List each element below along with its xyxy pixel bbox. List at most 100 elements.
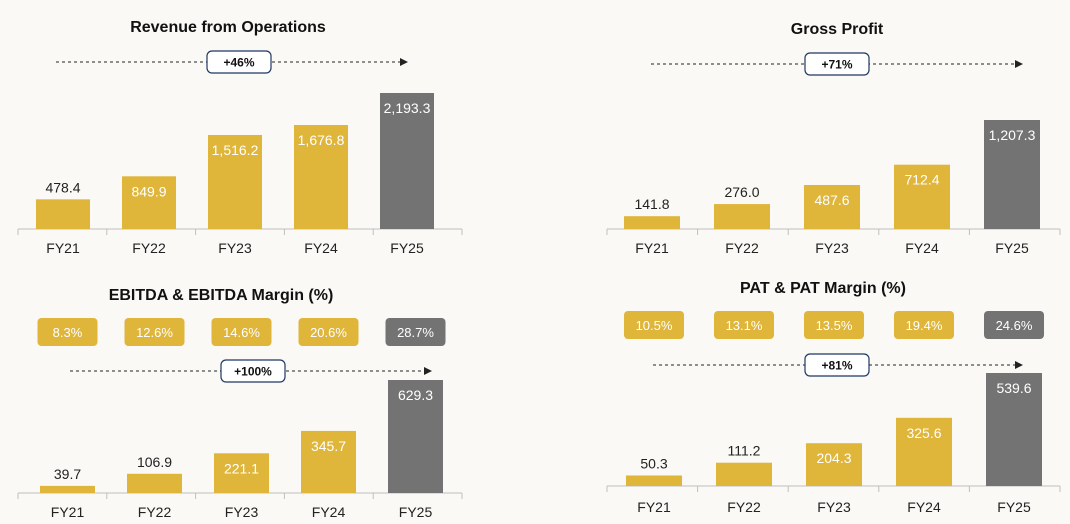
margin-label: 12.6% bbox=[136, 325, 173, 340]
data-label: 325.6 bbox=[906, 425, 941, 441]
category-label: FY21 bbox=[635, 240, 669, 256]
margin-label: 24.6% bbox=[996, 318, 1033, 333]
category-label: FY23 bbox=[225, 504, 259, 520]
category-label: FY24 bbox=[907, 499, 941, 515]
pat-chart-panel: PAT & PAT Margin (%) 10.5% 13.1% 13.5% 19.4%… bbox=[535, 262, 1070, 524]
arrow-head-icon bbox=[1015, 361, 1023, 369]
data-label: 276.0 bbox=[724, 184, 759, 200]
chart-svg: EBITDA & EBITDA Margin (%) 8.3% 12.6% 14.6%… bbox=[17, 287, 463, 520]
growth-badge bbox=[804, 52, 870, 76]
chart-svg: Revenue from Operations +46% 478.4 FY21 849.… bbox=[17, 19, 463, 256]
bar bbox=[984, 120, 1040, 229]
category-label: FY22 bbox=[132, 240, 166, 256]
bar bbox=[714, 204, 770, 229]
data-label: 345.7 bbox=[311, 438, 346, 454]
growth-label: +46% bbox=[223, 56, 254, 70]
category-label: FY23 bbox=[218, 240, 252, 256]
data-label: 1,516.2 bbox=[212, 142, 259, 158]
margin-badge bbox=[984, 311, 1044, 339]
margin-label: 10.5% bbox=[636, 318, 673, 333]
gross-profit-chart-panel: Gross Profit +71% 141.8 FY21 276.0 FY22 487.6 F… bbox=[535, 0, 1070, 262]
bar bbox=[127, 473, 182, 493]
margin-label: 8.3% bbox=[53, 325, 83, 340]
margin-badge bbox=[894, 311, 954, 339]
category-label: FY21 bbox=[637, 499, 671, 515]
bar bbox=[380, 93, 434, 229]
data-label: 2,193.3 bbox=[384, 100, 431, 116]
margin-badge bbox=[714, 311, 774, 339]
margin-badge bbox=[298, 318, 359, 346]
margin-badge bbox=[624, 311, 684, 339]
margin-label: 13.1% bbox=[726, 318, 763, 333]
bar bbox=[626, 475, 682, 486]
margin-label: 28.7% bbox=[397, 325, 434, 340]
chart-svg: Gross Profit +71% 141.8 FY21 276.0 FY22 487.6 F… bbox=[606, 21, 1061, 256]
bar bbox=[624, 216, 680, 229]
margin-label: 14.6% bbox=[223, 325, 260, 340]
chart-title: EBITDA & EBITDA Margin (%) bbox=[109, 287, 334, 304]
data-label: 478.4 bbox=[45, 179, 80, 195]
bar bbox=[208, 134, 262, 229]
category-label: FY25 bbox=[399, 504, 433, 520]
category-label: FY24 bbox=[905, 240, 939, 256]
data-label: 204.3 bbox=[816, 450, 851, 466]
data-label: 712.4 bbox=[904, 172, 939, 188]
margin-label: 19.4% bbox=[906, 318, 943, 333]
category-label: FY22 bbox=[727, 499, 761, 515]
bar bbox=[806, 443, 862, 486]
growth-label: +81% bbox=[821, 359, 852, 373]
growth-badge bbox=[206, 50, 272, 74]
data-label: 141.8 bbox=[634, 196, 669, 212]
data-label: 487.6 bbox=[814, 192, 849, 208]
bar bbox=[294, 125, 348, 229]
category-label: FY25 bbox=[995, 240, 1029, 256]
bar bbox=[214, 453, 269, 493]
category-label: FY25 bbox=[390, 240, 424, 256]
chart-title: PAT & PAT Margin (%) bbox=[740, 280, 906, 297]
bar bbox=[301, 430, 356, 493]
category-label: FY24 bbox=[304, 240, 338, 256]
category-label: FY22 bbox=[138, 504, 172, 520]
bar bbox=[804, 184, 860, 229]
data-label: 849.9 bbox=[131, 183, 166, 199]
bar bbox=[388, 380, 443, 493]
bar bbox=[36, 199, 90, 229]
data-label: 111.2 bbox=[728, 443, 761, 459]
category-label: FY21 bbox=[46, 240, 80, 256]
data-label: 39.7 bbox=[54, 466, 81, 482]
data-label: 106.9 bbox=[137, 454, 172, 470]
bar bbox=[40, 485, 95, 493]
ebitda-chart-panel: EBITDA & EBITDA Margin (%) 8.3% 12.6% 14.6%… bbox=[0, 262, 535, 524]
growth-label: +71% bbox=[821, 58, 852, 72]
growth-badge bbox=[220, 359, 286, 383]
margin-label: 20.6% bbox=[310, 325, 347, 340]
data-label: 50.3 bbox=[640, 455, 667, 471]
margin-badge bbox=[37, 318, 98, 346]
chart-title: Revenue from Operations bbox=[130, 19, 326, 36]
bar bbox=[896, 417, 952, 486]
margin-badge bbox=[804, 311, 864, 339]
bar bbox=[894, 164, 950, 229]
category-label: FY22 bbox=[725, 240, 759, 256]
bar bbox=[122, 176, 176, 229]
data-label: 629.3 bbox=[398, 387, 433, 403]
chart-svg: PAT & PAT Margin (%) 10.5% 13.1% 13.5% 19.4%… bbox=[606, 280, 1061, 515]
data-label: 1,207.3 bbox=[989, 127, 1036, 143]
margin-label: 13.5% bbox=[816, 318, 853, 333]
bar bbox=[986, 373, 1042, 486]
growth-badge bbox=[804, 353, 870, 377]
margin-badge bbox=[385, 318, 446, 346]
category-label: FY25 bbox=[997, 499, 1031, 515]
revenue-chart-panel: Revenue from Operations +46% 478.4 FY21 849.… bbox=[0, 0, 535, 262]
data-label: 221.1 bbox=[224, 460, 259, 476]
category-label: FY24 bbox=[312, 504, 346, 520]
margin-badge bbox=[211, 318, 272, 346]
category-label: FY21 bbox=[51, 504, 85, 520]
chart-title: Gross Profit bbox=[791, 21, 884, 38]
data-label: 539.6 bbox=[996, 380, 1031, 396]
arrow-head-icon bbox=[400, 58, 408, 66]
growth-label: +100% bbox=[234, 365, 272, 379]
margin-badge bbox=[124, 318, 185, 346]
category-label: FY23 bbox=[817, 499, 851, 515]
bar bbox=[716, 462, 772, 486]
